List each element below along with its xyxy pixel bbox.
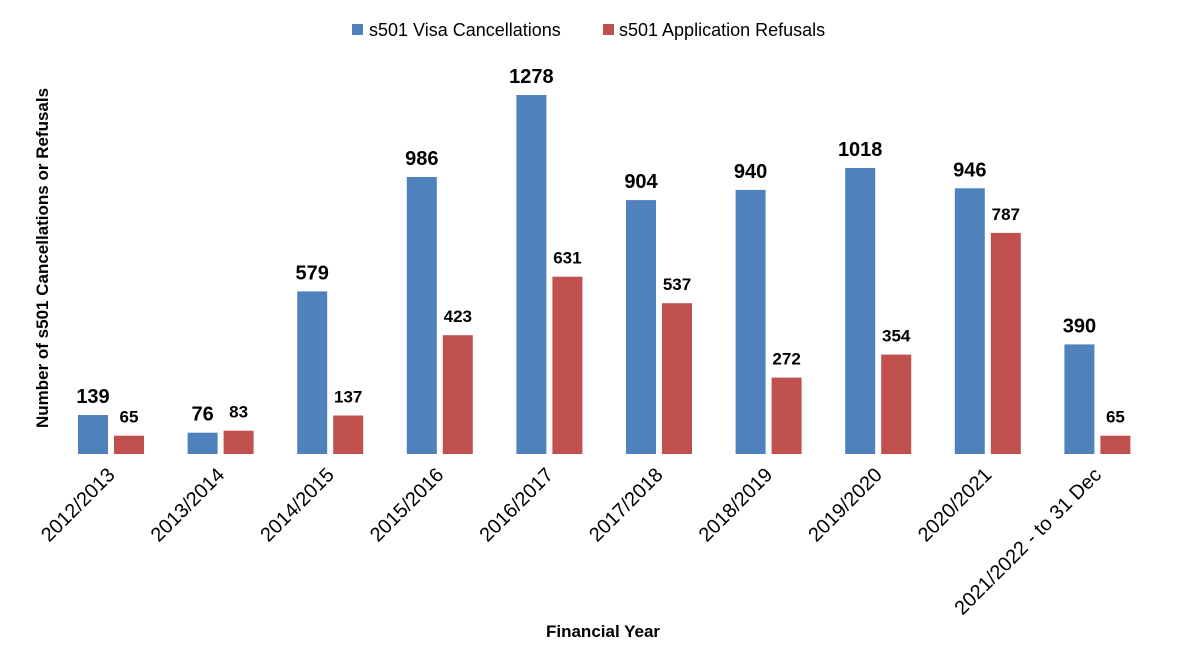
bar-refusals-8 xyxy=(990,232,1021,454)
data-label-refusals-2: 137 xyxy=(334,388,362,407)
legend-swatch-cancellations xyxy=(352,24,363,35)
bar-refusals-4 xyxy=(552,276,583,454)
x-tick-label-2: 2014/2015 xyxy=(256,464,338,546)
data-label-cancellations-3: 986 xyxy=(405,148,438,170)
bar-cancellations-1 xyxy=(187,432,218,454)
data-label-cancellations-4: 1278 xyxy=(509,66,554,88)
x-tick-label-8: 2020/2021 xyxy=(914,464,996,546)
x-tick-label-3: 2015/2016 xyxy=(366,464,448,546)
x-tick-label-5: 2017/2018 xyxy=(585,464,667,546)
legend-label-cancellations: s501 Visa Cancellations xyxy=(369,20,561,40)
data-label-cancellations-7: 1018 xyxy=(838,139,883,161)
x-tick-label-4: 2016/2017 xyxy=(476,464,558,546)
x-tick-label-7: 2019/2020 xyxy=(804,464,886,546)
data-label-refusals-5: 537 xyxy=(663,275,691,294)
bar-refusals-7 xyxy=(881,354,912,454)
x-tick-label-1: 2013/2014 xyxy=(147,464,229,546)
data-label-refusals-3: 423 xyxy=(444,307,472,326)
data-label-cancellations-5: 904 xyxy=(624,171,658,193)
bar-cancellations-3 xyxy=(406,177,437,454)
plot-area: 139 65 2012/2013 76 83 2013/2014 579 137 2014/20… xyxy=(37,66,1131,619)
bar-cancellations-0 xyxy=(78,415,108,454)
data-label-cancellations-9: 390 xyxy=(1063,315,1096,337)
data-label-cancellations-1: 76 xyxy=(191,404,213,426)
data-label-refusals-8: 787 xyxy=(992,205,1020,224)
y-axis-title: Number of s501 Cancellations or Refusals xyxy=(33,88,52,428)
legend-swatch-refusals xyxy=(603,24,614,35)
bar-refusals-5 xyxy=(662,303,692,454)
bar-refusals-1 xyxy=(223,430,254,454)
data-label-refusals-0: 65 xyxy=(120,408,139,427)
bar-refusals-0 xyxy=(114,435,144,454)
data-label-refusals-4: 631 xyxy=(553,249,581,268)
bar-cancellations-4 xyxy=(516,95,547,454)
x-tick-label-0: 2012/2013 xyxy=(37,464,119,546)
bar-cancellations-2 xyxy=(297,291,328,454)
bar-cancellations-9 xyxy=(1064,344,1095,454)
data-label-cancellations-8: 946 xyxy=(953,159,986,181)
legend: s501 Visa Cancellations s501 Application… xyxy=(352,20,825,40)
x-tick-label-6: 2018/2019 xyxy=(695,464,777,546)
bar-refusals-9 xyxy=(1100,435,1131,454)
bar-cancellations-6 xyxy=(735,189,766,454)
bar-refusals-2 xyxy=(333,415,364,454)
bar-refusals-3 xyxy=(442,335,473,454)
bar-refusals-6 xyxy=(771,377,802,454)
data-label-cancellations-2: 579 xyxy=(296,262,329,284)
data-label-refusals-9: 65 xyxy=(1106,408,1125,427)
bar-cancellations-7 xyxy=(845,168,876,454)
data-label-refusals-1: 83 xyxy=(229,403,248,422)
data-label-refusals-6: 272 xyxy=(772,350,800,369)
data-label-refusals-7: 354 xyxy=(882,327,911,346)
data-label-cancellations-6: 940 xyxy=(734,161,767,183)
bar-cancellations-5 xyxy=(626,200,656,454)
data-label-cancellations-0: 139 xyxy=(76,386,109,408)
bar-cancellations-8 xyxy=(954,188,985,455)
legend-label-refusals: s501 Application Refusals xyxy=(619,20,825,40)
x-axis-title: Financial Year xyxy=(546,622,660,641)
